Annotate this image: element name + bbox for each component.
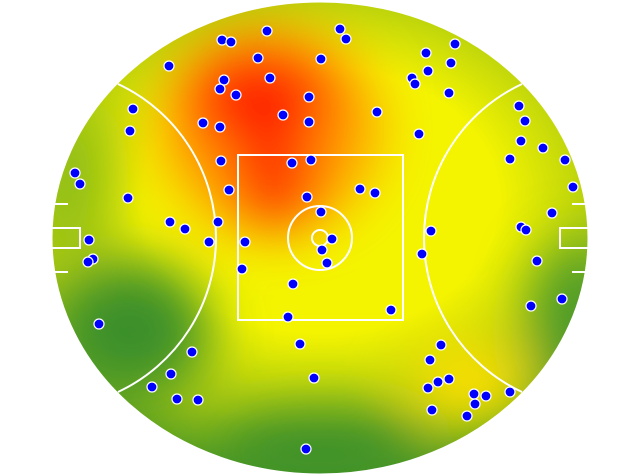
point <box>515 135 527 147</box>
point <box>420 47 432 59</box>
point <box>303 91 315 103</box>
point <box>294 338 306 350</box>
point <box>277 109 289 121</box>
point <box>214 83 226 95</box>
point <box>282 311 294 323</box>
point <box>432 376 444 388</box>
point <box>308 372 320 384</box>
point <box>124 125 136 137</box>
point <box>520 224 532 236</box>
point <box>340 33 352 45</box>
point <box>236 263 248 275</box>
point <box>531 255 543 267</box>
point <box>305 154 317 166</box>
point <box>192 394 204 406</box>
point <box>546 207 558 219</box>
point <box>252 52 264 64</box>
point <box>449 38 461 50</box>
point <box>468 388 480 400</box>
point <box>186 346 198 358</box>
point <box>504 153 516 165</box>
point <box>315 206 327 218</box>
point <box>303 116 315 128</box>
point <box>425 225 437 237</box>
point <box>461 410 473 422</box>
point <box>164 216 176 228</box>
point <box>445 57 457 69</box>
point <box>504 386 516 398</box>
point <box>413 128 425 140</box>
point <box>212 216 224 228</box>
point <box>214 121 226 133</box>
point <box>385 304 397 316</box>
point <box>443 87 455 99</box>
point <box>519 115 531 127</box>
point <box>171 393 183 405</box>
point <box>203 236 215 248</box>
point <box>567 181 579 193</box>
point <box>225 36 237 48</box>
point <box>300 443 312 455</box>
point <box>264 72 276 84</box>
point <box>83 234 95 246</box>
point <box>416 248 428 260</box>
point <box>354 183 366 195</box>
point <box>480 390 492 402</box>
point <box>525 300 537 312</box>
point <box>93 318 105 330</box>
point <box>239 236 251 248</box>
point <box>165 368 177 380</box>
point <box>315 53 327 65</box>
point <box>301 191 313 203</box>
point <box>409 78 421 90</box>
point <box>163 60 175 72</box>
point <box>371 106 383 118</box>
point <box>316 244 328 256</box>
point <box>369 187 381 199</box>
point <box>215 155 227 167</box>
field-lines <box>51 1 589 475</box>
point <box>559 154 571 166</box>
point <box>435 339 447 351</box>
point <box>424 354 436 366</box>
point <box>426 404 438 416</box>
point <box>69 167 81 179</box>
point <box>197 117 209 129</box>
point <box>216 34 228 46</box>
point <box>469 398 481 410</box>
point <box>261 25 273 37</box>
point <box>146 381 158 393</box>
point <box>218 74 230 86</box>
point <box>443 373 455 385</box>
point <box>223 184 235 196</box>
point <box>537 142 549 154</box>
point <box>513 100 525 112</box>
point <box>334 23 346 35</box>
point <box>230 89 242 101</box>
point <box>321 257 333 269</box>
point <box>422 65 434 77</box>
point <box>422 382 434 394</box>
point <box>556 293 568 305</box>
point <box>122 192 134 204</box>
point <box>82 256 94 268</box>
point <box>127 103 139 115</box>
point <box>286 157 298 169</box>
point <box>179 223 191 235</box>
point <box>74 178 86 190</box>
point <box>287 278 299 290</box>
point <box>326 233 338 245</box>
